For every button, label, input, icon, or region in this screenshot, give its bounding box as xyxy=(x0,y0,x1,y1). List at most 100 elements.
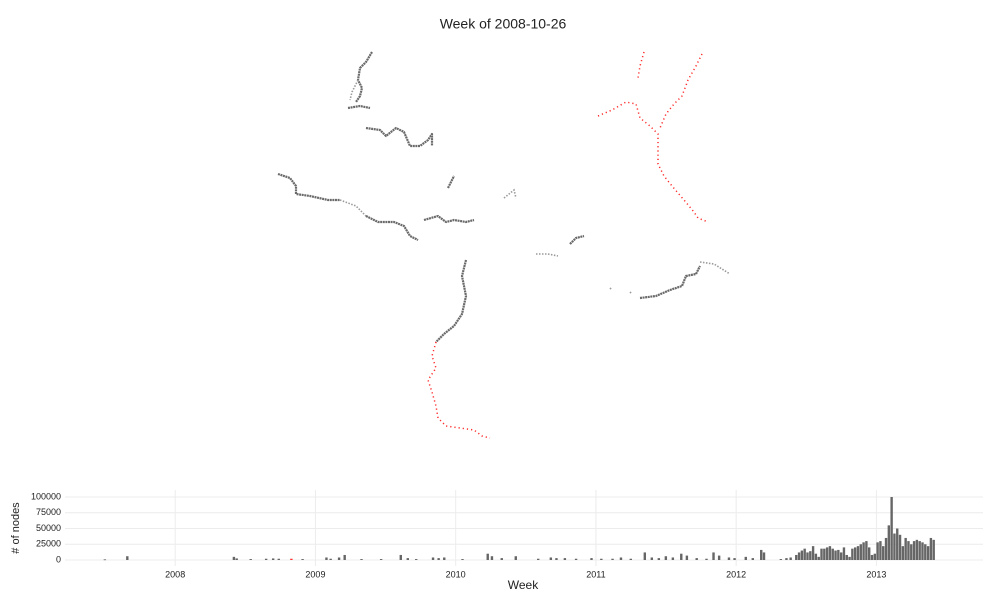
bar xyxy=(415,559,418,560)
map-track xyxy=(339,199,367,217)
map-track xyxy=(637,51,645,79)
bar xyxy=(779,559,783,560)
bar xyxy=(744,556,747,560)
map-track xyxy=(355,51,373,103)
bar xyxy=(555,558,558,560)
bar xyxy=(932,539,935,560)
bar xyxy=(619,557,623,560)
bar xyxy=(443,557,446,560)
bar xyxy=(264,558,268,560)
bar xyxy=(490,556,494,560)
chart-title: Week of 2008-10-26 xyxy=(440,16,567,32)
bar xyxy=(834,550,837,560)
bar xyxy=(811,546,815,560)
bar xyxy=(514,556,517,560)
map-track xyxy=(639,265,701,300)
bar xyxy=(837,549,840,560)
x-tick-label: 2012 xyxy=(726,569,746,579)
bar xyxy=(910,544,913,560)
bar xyxy=(839,552,843,560)
bar xyxy=(803,548,806,560)
map-track xyxy=(365,215,419,241)
bar xyxy=(650,557,654,560)
map-track xyxy=(277,172,340,202)
map-track xyxy=(427,341,491,439)
bar xyxy=(329,558,332,560)
bar xyxy=(574,558,578,560)
bar xyxy=(337,557,341,560)
bar xyxy=(249,559,252,560)
bar xyxy=(500,558,503,560)
y-tick-label: 75000 xyxy=(36,507,61,517)
bar xyxy=(590,558,593,560)
bar xyxy=(537,558,540,560)
bar xyxy=(859,544,862,560)
bar xyxy=(232,556,236,560)
bar xyxy=(873,553,877,560)
bar xyxy=(795,554,798,560)
bar xyxy=(431,557,435,560)
bar xyxy=(817,556,820,560)
bar xyxy=(851,548,854,560)
bar xyxy=(657,558,661,560)
bar xyxy=(712,552,715,560)
bar xyxy=(848,556,851,560)
map-track xyxy=(447,175,455,189)
bar xyxy=(845,554,848,560)
bar xyxy=(399,554,402,560)
bar xyxy=(898,534,902,560)
bar xyxy=(343,554,346,560)
bar xyxy=(915,539,919,560)
y-tick-label: 25000 xyxy=(36,539,61,549)
bar xyxy=(870,554,874,560)
bar xyxy=(823,548,826,560)
map-track xyxy=(365,126,434,148)
bar xyxy=(664,556,668,560)
bar xyxy=(912,541,916,560)
x-tick-label: 2008 xyxy=(165,569,185,579)
bar xyxy=(271,558,275,560)
bar xyxy=(486,553,489,560)
bar xyxy=(277,558,280,560)
bar xyxy=(235,558,238,560)
y-tick-label: 50000 xyxy=(36,523,61,533)
map-track xyxy=(659,53,703,129)
x-tick-label: 2011 xyxy=(586,569,605,579)
bar xyxy=(629,558,632,560)
bar xyxy=(865,541,868,560)
map-track xyxy=(699,261,731,275)
bar xyxy=(549,557,553,560)
bar xyxy=(926,546,930,560)
node-map xyxy=(277,51,731,439)
map-track xyxy=(503,188,517,199)
bar xyxy=(924,544,927,560)
bar xyxy=(785,558,788,560)
bar xyxy=(820,548,823,560)
bar xyxy=(789,557,792,560)
bar xyxy=(896,528,899,560)
map-track xyxy=(347,104,371,110)
bar xyxy=(918,541,921,560)
bar xyxy=(762,552,766,560)
bar xyxy=(325,557,328,560)
bar xyxy=(760,549,763,560)
bar xyxy=(727,557,731,560)
bar xyxy=(563,558,567,560)
bar xyxy=(103,559,107,561)
bar xyxy=(882,546,885,560)
bar xyxy=(733,558,736,560)
bar xyxy=(901,546,905,560)
bar xyxy=(437,558,440,560)
bar xyxy=(809,551,812,560)
bar xyxy=(685,555,689,560)
bar xyxy=(904,537,907,560)
map-track xyxy=(423,214,475,224)
bar xyxy=(862,542,865,560)
bar xyxy=(825,547,829,560)
map-track xyxy=(597,101,709,223)
bar xyxy=(695,558,698,560)
bar xyxy=(806,552,809,560)
map-track xyxy=(536,253,559,257)
bar xyxy=(853,547,857,560)
